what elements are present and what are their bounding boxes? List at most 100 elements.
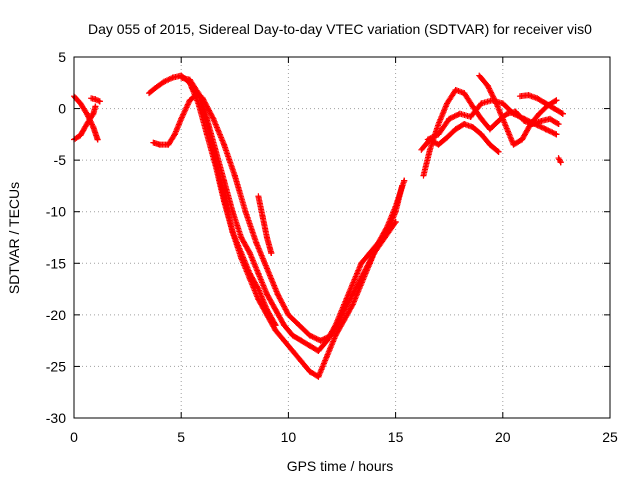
data-point: [522, 116, 529, 123]
data-point: [534, 122, 541, 129]
data-point: [515, 113, 522, 120]
data-point: [309, 333, 316, 340]
x-tick-label: 10: [281, 429, 297, 445]
series-arc-f: [150, 90, 279, 329]
data-point: [510, 110, 517, 117]
data-point: [518, 114, 525, 121]
data-point: [452, 112, 459, 119]
data-point: [314, 336, 321, 343]
data-point: [447, 115, 454, 122]
data-point: [272, 322, 279, 329]
series-arc-n: [555, 155, 564, 166]
series-arc-k: [476, 72, 560, 148]
data-point: [391, 220, 398, 227]
data-point: [557, 159, 564, 166]
data-point: [432, 132, 439, 139]
data-point: [451, 113, 458, 120]
data-point: [392, 219, 399, 226]
x-tick-label: 5: [177, 429, 185, 445]
data-point: [321, 335, 328, 342]
x-tick-label: 25: [602, 429, 618, 445]
data-point: [556, 157, 563, 164]
data-point: [488, 89, 495, 96]
data-point: [553, 97, 560, 104]
data-point: [322, 335, 329, 342]
data-point: [519, 115, 526, 122]
data-point: [559, 110, 566, 117]
series-arc-l: [418, 121, 502, 155]
data-points: [71, 72, 566, 380]
data-point: [170, 132, 177, 139]
data-point: [533, 121, 540, 128]
x-tick-label: 20: [495, 429, 511, 445]
series-arc-j: [424, 97, 560, 143]
data-point: [92, 103, 99, 110]
data-point: [517, 113, 524, 120]
data-point: [486, 85, 493, 92]
y-tick-label: -5: [54, 152, 67, 168]
data-point: [540, 124, 546, 131]
data-point: [94, 136, 101, 143]
y-tick-label: -25: [46, 358, 66, 374]
y-tick-label: 0: [58, 101, 66, 117]
series-arc-c: [88, 95, 103, 105]
chart-title: Day 055 of 2015, Sidereal Day-to-day VTE…: [88, 21, 592, 37]
data-point: [545, 127, 552, 134]
series-arc-g: [188, 84, 399, 344]
data-point: [454, 112, 461, 119]
series-arc-h: [255, 193, 275, 256]
data-point: [401, 177, 408, 184]
y-axis-label: SDTVAR / TECUs: [6, 182, 22, 294]
data-point: [548, 128, 555, 135]
data-point: [525, 117, 532, 124]
y-tick-label: -15: [46, 255, 66, 271]
data-point: [521, 115, 528, 122]
data-point: [83, 110, 90, 117]
data-point: [513, 112, 520, 119]
data-point: [489, 92, 496, 99]
data-point: [537, 123, 544, 130]
plot-frame: [73, 56, 611, 419]
data-point: [310, 334, 317, 341]
data-point: [514, 112, 521, 119]
data-point: [268, 249, 275, 256]
data-point: [431, 133, 438, 140]
data-point: [550, 130, 557, 137]
data-point: [349, 302, 356, 309]
data-point: [535, 122, 542, 129]
y-tick-label: -10: [46, 204, 66, 220]
x-tick-label: 15: [388, 429, 404, 445]
data-point: [546, 128, 553, 135]
data-point: [320, 336, 327, 343]
data-point: [312, 335, 319, 342]
data-point: [494, 147, 501, 154]
y-tick-label: 5: [58, 49, 66, 65]
data-point: [511, 111, 518, 118]
data-point: [487, 88, 494, 95]
x-tick-label: 0: [70, 429, 78, 445]
series-arc-m: [516, 92, 566, 117]
data-point: [538, 124, 545, 131]
data-point: [492, 97, 499, 104]
data-point: [246, 248, 253, 255]
data-point: [89, 121, 96, 128]
data-point: [486, 86, 493, 93]
data-point: [555, 121, 562, 128]
data-point: [490, 93, 497, 100]
axis-ticks: 0 5 10 15 20 25 -30 -25 -20 -15 -10 -5 0 5: [46, 49, 618, 445]
data-point: [549, 129, 556, 136]
data-point: [554, 120, 561, 127]
data-point: [485, 84, 492, 91]
data-point: [271, 320, 278, 327]
data-point: [308, 333, 315, 340]
data-point: [552, 98, 559, 105]
data-point: [318, 336, 325, 343]
data-point: [399, 182, 406, 189]
data-point: [306, 332, 313, 339]
data-point: [491, 96, 498, 103]
data-point: [492, 99, 499, 106]
data-point: [541, 125, 548, 132]
data-point: [89, 122, 96, 129]
